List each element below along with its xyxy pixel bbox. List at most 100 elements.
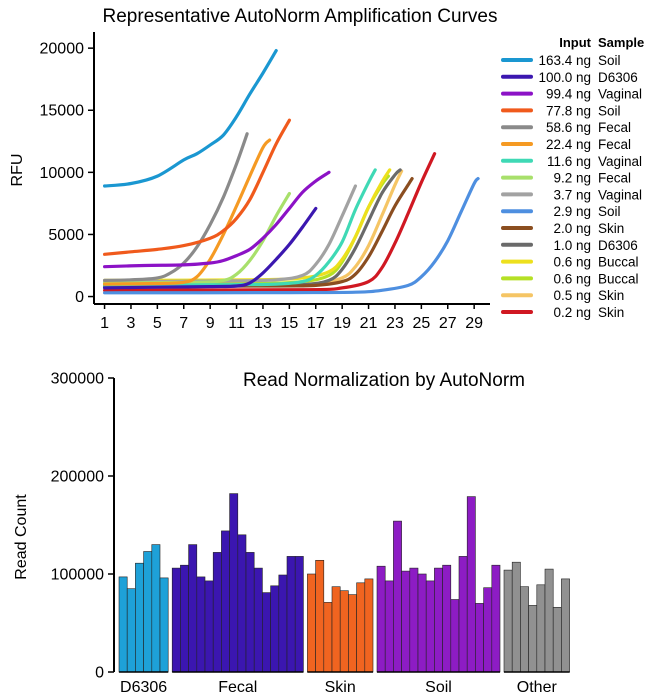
bar-soil: [376, 565, 386, 673]
bar-skin: [356, 582, 366, 673]
legend: Input Sample 163.4 ng Soil 100.0 ng D6306 99…: [501, 35, 644, 320]
series-line-58-6-ngfecal: [103, 132, 249, 282]
bar-other: [520, 586, 529, 673]
bar-d6306: [159, 577, 169, 673]
series-line-100-0-ngd6306: [103, 206, 318, 290]
bar-other: [528, 605, 538, 673]
legend-input: 3.7 ng: [553, 187, 591, 202]
bar-skin: [315, 559, 325, 673]
bar-soil: [393, 520, 402, 673]
bar-chart-y-axis-label: Read Count: [13, 494, 30, 580]
bar-soil: [409, 567, 419, 673]
legend-input: 1.0 ng: [553, 238, 591, 253]
line-x-tick-label: 3: [127, 315, 136, 332]
bar-d6306: [135, 562, 144, 673]
bar-other: [511, 561, 521, 673]
bar-fecal: [286, 556, 296, 673]
bar-chart-y-ticks: 0 100000 200000 300000: [51, 371, 114, 682]
line-x-tick-label: 29: [465, 315, 483, 332]
bar-fecal: [294, 556, 304, 673]
group-label-skin: Skin: [325, 679, 356, 696]
legend-input: 100.0 ng: [538, 70, 591, 85]
bar-soil: [475, 603, 484, 673]
legend-sample: Fecal: [598, 137, 631, 152]
bar-skin: [323, 602, 333, 673]
line-chart-series: [103, 49, 480, 295]
group-label-other: Other: [517, 679, 558, 696]
series-line-9-2-ngfecal: [103, 191, 291, 285]
line-x-tick-label: 27: [439, 315, 457, 332]
bar-fecal: [204, 580, 214, 673]
line-chart-y-axis-label: RFU: [9, 154, 26, 187]
bar-d6306: [151, 544, 161, 673]
bar-soil: [401, 570, 411, 673]
group-label-fecal: Fecal: [218, 679, 257, 696]
legend-input: 22.4 ng: [546, 137, 591, 152]
legend-sample: Buccal: [598, 271, 639, 286]
bar-soil: [483, 587, 493, 673]
bar-d6306: [118, 576, 128, 673]
series-line-22-4-ngfecal: [103, 138, 272, 286]
read-normalization-chart: Read Normalization by AutoNorm Read Coun…: [13, 370, 570, 696]
group-label-d6306: D6306: [120, 679, 167, 696]
legend-input: 0.2 ng: [553, 305, 591, 320]
legend-input: 2.9 ng: [553, 204, 591, 219]
line-x-tick-label: 25: [412, 315, 430, 332]
legend-input: 99.4 ng: [546, 87, 591, 102]
legend-header-sample: Sample: [598, 35, 644, 50]
legend-input: 2.0 ng: [553, 221, 591, 236]
series-line-0-2-ngskin: [103, 152, 437, 292]
line-y-tick-label: 5000: [48, 227, 84, 244]
amplification-curves-chart: Representative AutoNorm Amplification Cu…: [9, 6, 644, 332]
legend-input: 0.6 ng: [553, 271, 591, 286]
line-x-tick-label: 21: [360, 315, 378, 332]
legend-input: 77.8 ng: [546, 103, 591, 118]
bar-other: [536, 584, 546, 673]
legend-input: 9.2 ng: [553, 171, 591, 186]
bar-fecal: [245, 552, 255, 673]
bar-y-tick-label: 300000: [51, 371, 104, 388]
legend-header-input: Input: [559, 35, 591, 50]
bar-fecal: [237, 534, 247, 673]
legend-sample: Soil: [598, 53, 621, 68]
legend-sample: Soil: [598, 204, 621, 219]
series-line-3-7-ngvaginal: [103, 184, 357, 284]
bar-y-tick-label: 0: [95, 665, 104, 682]
bar-skin: [364, 578, 374, 673]
bar-fecal: [262, 592, 271, 673]
line-x-tick-label: 9: [206, 315, 215, 332]
series-line-77-8-ngsoil: [103, 118, 291, 256]
bar-soil: [491, 564, 501, 673]
group-label-soil: Soil: [425, 679, 452, 696]
legend-items: 163.4 ng Soil 100.0 ng D6306 99.4 ng Vaginal 7…: [501, 53, 642, 320]
line-x-tick-label: 11: [228, 315, 245, 332]
bar-other: [503, 569, 513, 673]
line-chart-y-ticks: 0 5000 10000 15000 20000: [40, 41, 94, 306]
bar-d6306: [143, 551, 153, 673]
line-x-tick-label: 23: [386, 315, 404, 332]
line-x-tick-label: 15: [280, 315, 298, 332]
bar-soil: [450, 599, 460, 673]
bar-skin: [348, 594, 357, 673]
line-x-tick-label: 5: [153, 315, 162, 332]
legend-sample: Skin: [598, 221, 624, 236]
bar-soil: [434, 567, 443, 673]
series-line-163-4-ngsoil: [103, 49, 278, 188]
legend-sample: D6306: [598, 70, 638, 85]
line-y-tick-label: 15000: [40, 103, 85, 120]
bar-fecal: [221, 530, 230, 673]
series-line-99-4-ngvaginal: [103, 170, 331, 269]
bar-y-tick-label: 200000: [51, 469, 104, 486]
legend-input: 0.5 ng: [553, 288, 591, 303]
bar-fecal: [180, 564, 189, 673]
bar-fecal: [278, 574, 288, 673]
series-line-2-9-ngsoil: [103, 177, 480, 295]
bar-fecal: [229, 493, 239, 673]
bar-soil: [442, 564, 452, 673]
bar-fecal: [212, 552, 222, 673]
bar-soil: [458, 556, 468, 673]
bar-soil: [384, 580, 394, 673]
bar-chart-groups: D6306 Fecal Skin Soil Other: [118, 493, 570, 696]
legend-input: 58.6 ng: [546, 120, 591, 135]
